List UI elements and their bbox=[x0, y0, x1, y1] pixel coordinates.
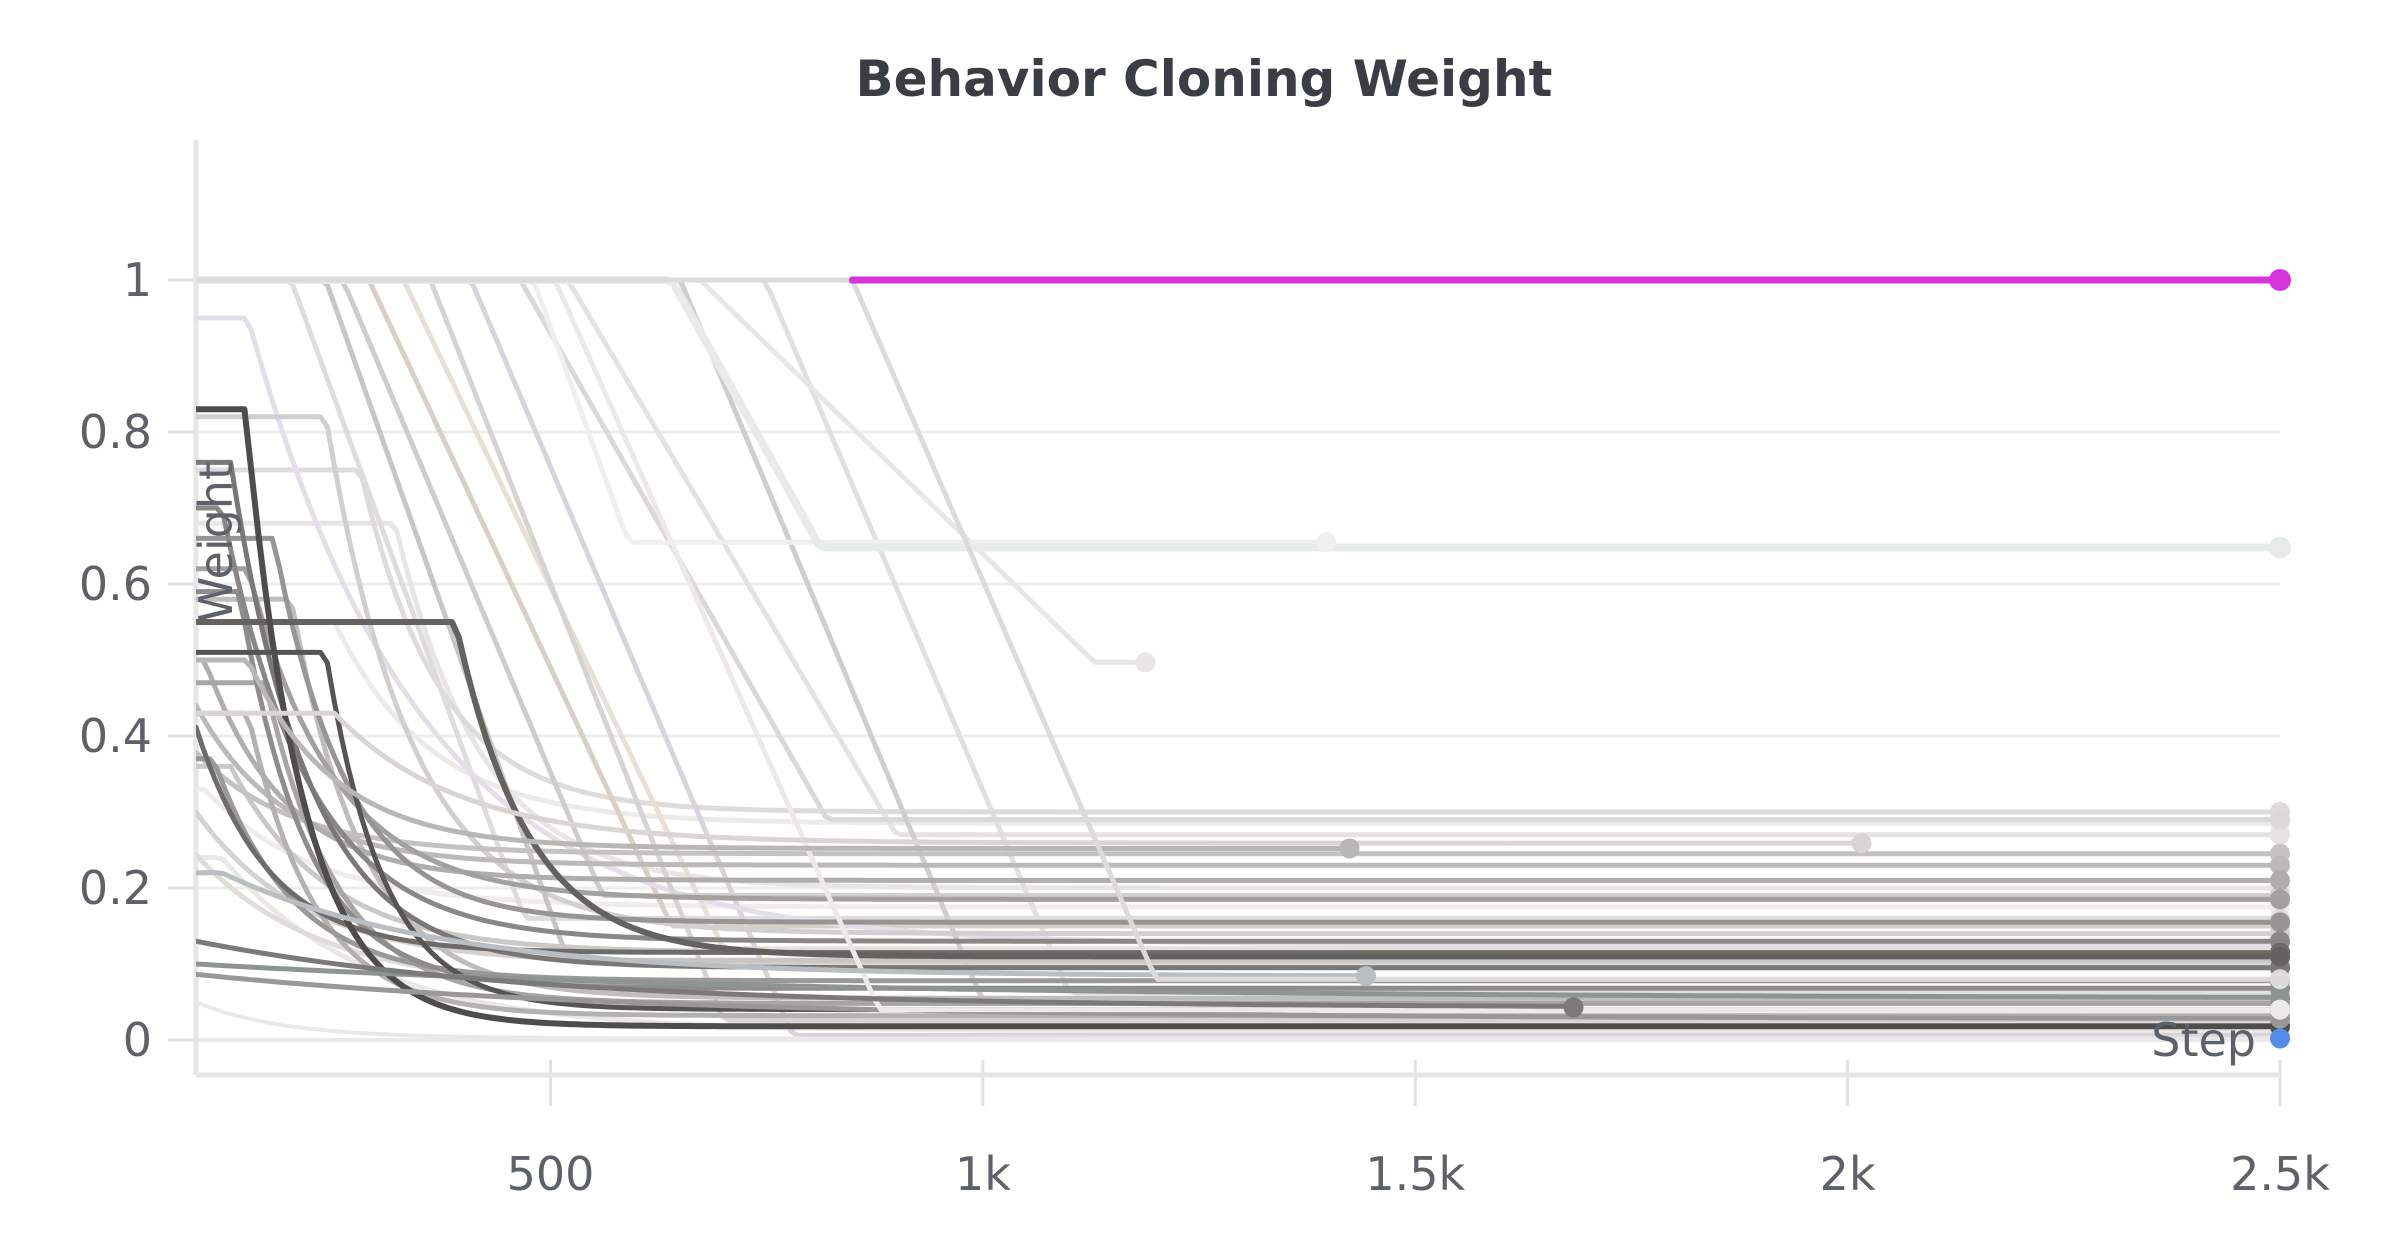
chart-title: Behavior Cloning Weight bbox=[856, 50, 1553, 108]
y-axis-label: Weight bbox=[189, 462, 243, 622]
y-tick-label: 1 bbox=[123, 253, 152, 307]
tick-labels: 0 0.2 0.4 0.6 0.8 1 500 1k 1.5k 2k 2.5k bbox=[79, 253, 2330, 1201]
run-line[interactable] bbox=[196, 566, 2280, 902]
run-end-dot[interactable] bbox=[2269, 536, 2291, 559]
run-line[interactable] bbox=[196, 277, 2280, 823]
run-line[interactable] bbox=[196, 657, 2280, 883]
run-end-dot[interactable] bbox=[2270, 946, 2290, 967]
run-end-dot[interactable] bbox=[2270, 870, 2290, 891]
x-axis-label: Step bbox=[2151, 1013, 2256, 1067]
run-end-dot[interactable] bbox=[1355, 966, 1376, 987]
run-end-dot[interactable] bbox=[1316, 532, 1337, 553]
run-end-dots bbox=[1135, 269, 2291, 1049]
y-tick-label: 0.4 bbox=[79, 709, 152, 763]
run-line[interactable] bbox=[196, 961, 2280, 1000]
x-tick-label: 1.5k bbox=[1365, 1147, 1465, 1201]
run-line[interactable] bbox=[196, 619, 2280, 826]
x-tick-label: 500 bbox=[507, 1147, 595, 1201]
run-line[interactable] bbox=[196, 277, 1329, 545]
run-line[interactable] bbox=[196, 870, 1369, 979]
run-lines bbox=[196, 276, 2280, 1041]
run-line[interactable] bbox=[196, 276, 2280, 552]
run-end-dot[interactable] bbox=[2270, 969, 2290, 990]
run-end-dot[interactable] bbox=[1851, 833, 1872, 854]
run-line[interactable] bbox=[196, 938, 1576, 1009]
y-tick-label: 0.6 bbox=[79, 557, 152, 611]
run-end-dot-highlight[interactable] bbox=[2270, 1028, 2290, 1049]
run-line[interactable] bbox=[196, 520, 2280, 891]
run-line[interactable] bbox=[196, 505, 2280, 944]
run-end-dot[interactable] bbox=[2270, 809, 2290, 830]
run-line[interactable] bbox=[196, 277, 2280, 1038]
run-end-dot[interactable] bbox=[1339, 838, 1360, 859]
run-line[interactable] bbox=[196, 535, 2280, 925]
run-end-dot[interactable] bbox=[2270, 999, 2290, 1020]
y-tick-label: 0.8 bbox=[79, 405, 152, 459]
x-tick-label: 2.5k bbox=[2230, 1147, 2330, 1201]
run-end-dot[interactable] bbox=[2270, 855, 2290, 876]
run-end-dot[interactable] bbox=[2270, 824, 2290, 845]
run-line[interactable] bbox=[196, 459, 2280, 971]
run-line[interactable] bbox=[196, 277, 2280, 899]
run-line[interactable] bbox=[196, 710, 1864, 846]
run-end-dot[interactable] bbox=[1135, 652, 1156, 673]
run-line[interactable] bbox=[196, 971, 2280, 1021]
x-tick-label: 2k bbox=[1820, 1147, 1876, 1201]
run-line[interactable] bbox=[196, 1000, 2280, 1041]
run-line[interactable] bbox=[196, 749, 2280, 857]
run-end-dot[interactable] bbox=[2270, 889, 2290, 910]
run-line[interactable] bbox=[196, 786, 2280, 910]
run-line[interactable] bbox=[196, 277, 2280, 963]
run-end-dot[interactable] bbox=[1563, 997, 1584, 1018]
x-tick-label: 1k bbox=[955, 1147, 1011, 1201]
run-line[interactable] bbox=[196, 277, 2280, 982]
run-line[interactable] bbox=[196, 657, 1353, 851]
run-line[interactable] bbox=[196, 277, 2280, 921]
y-tick-label: 0 bbox=[123, 1013, 152, 1067]
run-end-dot[interactable] bbox=[2270, 912, 2290, 933]
axis-frame bbox=[168, 140, 2282, 1106]
run-line[interactable] bbox=[196, 467, 2280, 815]
run-line[interactable] bbox=[196, 277, 2280, 929]
run-line[interactable] bbox=[196, 406, 2280, 1030]
run-line[interactable] bbox=[196, 619, 2280, 960]
run-end-dot[interactable] bbox=[2269, 269, 2291, 291]
y-tick-label: 0.2 bbox=[79, 861, 152, 915]
